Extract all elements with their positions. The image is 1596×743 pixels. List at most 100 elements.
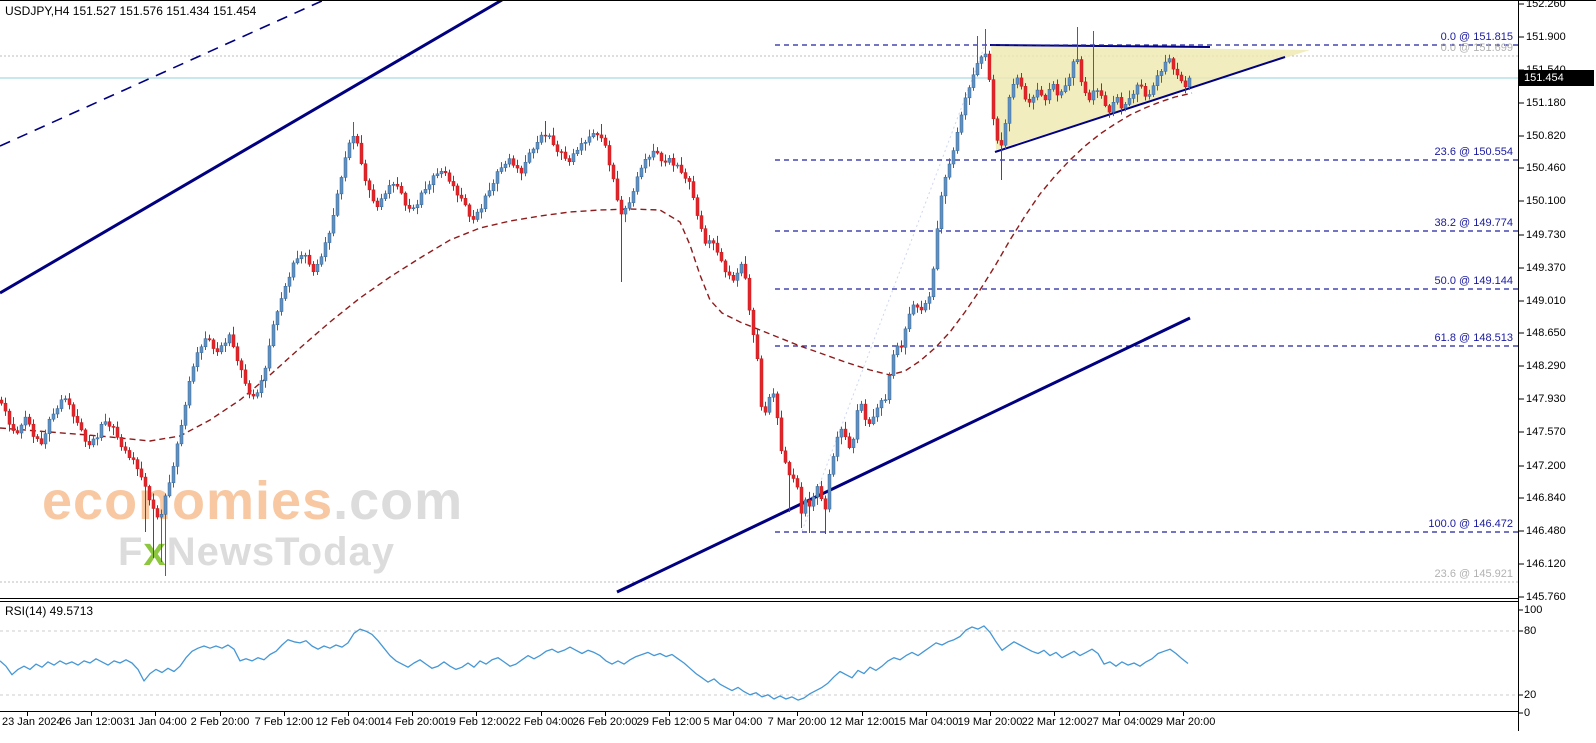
candle-body (755, 334, 760, 360)
candle-body (895, 345, 900, 356)
price-axis-label: 146.120 (1526, 558, 1566, 570)
candle-body (115, 426, 120, 438)
fib-level-label: 0.0 @ 151.815 (1440, 31, 1513, 43)
candle-body (307, 254, 312, 265)
main-chart-area[interactable] (0, 0, 1518, 594)
candle-body (1019, 77, 1024, 87)
candle-body (847, 436, 852, 448)
candle-body (407, 204, 412, 209)
candle-body (783, 450, 788, 463)
candle-body (195, 352, 200, 367)
candle-body (987, 53, 992, 80)
candle-body (1127, 98, 1132, 105)
candle-body (227, 334, 232, 344)
candle-body (551, 135, 556, 145)
triangle-top-line[interactable] (989, 44, 1211, 48)
candle-body (1051, 84, 1056, 90)
candle-body (159, 514, 164, 518)
rsi-panel[interactable] (0, 625, 1189, 701)
trend-line[interactable] (0, 0, 324, 147)
time-axis-label: 12 Feb 04:00 (315, 716, 381, 728)
candle-body (919, 306, 924, 311)
candle-body (699, 215, 704, 229)
candle-body (1131, 93, 1136, 99)
triangle-bottom-line[interactable] (994, 56, 1286, 153)
candle-body (615, 178, 620, 201)
candle-body (387, 185, 392, 194)
candle-body (707, 240, 712, 244)
rsi-scale-label: 0 (1524, 707, 1531, 719)
candle-body (403, 192, 408, 206)
candle-body (183, 404, 188, 426)
candle-body (999, 140, 1004, 146)
candle-body (543, 134, 548, 137)
candle-body (251, 394, 256, 397)
candle-body (511, 158, 516, 166)
candle-body (191, 366, 196, 382)
price-axis-label: 149.010 (1526, 295, 1566, 307)
candle-body (631, 191, 636, 203)
candle-body (1035, 89, 1040, 98)
time-axis-label: 5 Mar 04:00 (703, 716, 763, 728)
candle-body (559, 151, 564, 153)
candle-body (1163, 61, 1168, 72)
time-axis-label: 15 Mar 04:00 (893, 716, 959, 728)
candle-body (903, 328, 908, 348)
candle-body (655, 150, 660, 154)
candle-body (587, 136, 592, 143)
candle-body (735, 272, 740, 281)
candle-body (327, 232, 332, 243)
candle-body (27, 416, 32, 425)
time-axis-label: 12 Mar 12:00 (829, 716, 895, 728)
candle-body (851, 438, 856, 448)
candle-body (963, 97, 968, 116)
moving-average-line[interactable] (0, 92, 1193, 442)
candle-body (1179, 74, 1184, 82)
candle-body (1155, 75, 1160, 86)
candle-body (103, 421, 108, 425)
candle-body (367, 180, 372, 191)
candle-body (623, 207, 628, 215)
candle-body (491, 183, 496, 191)
candle-body (363, 163, 368, 181)
candle-body (1027, 98, 1032, 103)
trend-line[interactable] (0, 0, 503, 295)
candle-body (1119, 97, 1124, 109)
candle-body (1147, 94, 1152, 97)
candle-body (163, 495, 168, 515)
fib-level-label: 100.0 @ 146.472 (1428, 518, 1513, 530)
candle-body (531, 148, 536, 154)
candle-body (991, 79, 996, 120)
candle-body (487, 190, 492, 197)
candle-body (203, 338, 208, 348)
candle-body (399, 186, 404, 194)
candle-body (263, 367, 268, 381)
trend-line[interactable] (616, 316, 1191, 594)
candle-body (171, 466, 176, 483)
candle-body (331, 215, 336, 234)
candle-body (11, 424, 16, 431)
candle-body (547, 135, 552, 137)
price-axis-label: 149.370 (1526, 262, 1566, 274)
candle-body (179, 425, 184, 445)
price-axis-label: 150.820 (1526, 130, 1566, 142)
candle-body (1047, 89, 1052, 101)
candle-body (175, 443, 180, 467)
candle-body (1167, 58, 1172, 63)
candle-body (1111, 102, 1116, 113)
candle-body (211, 339, 216, 349)
candle-body (983, 53, 988, 58)
candle-body (239, 360, 244, 371)
candle-body (1183, 80, 1188, 88)
time-axis-label: 14 Feb 20:00 (379, 716, 445, 728)
watermark-sub-rest: NewsToday (166, 530, 396, 574)
candle-body (695, 197, 700, 216)
candle-body (651, 150, 656, 158)
candle-body (91, 438, 96, 446)
candle-body (507, 158, 512, 165)
candle-body (879, 400, 884, 409)
candle-body (223, 342, 228, 346)
candle-body (639, 167, 644, 178)
candle-body (1063, 85, 1068, 92)
